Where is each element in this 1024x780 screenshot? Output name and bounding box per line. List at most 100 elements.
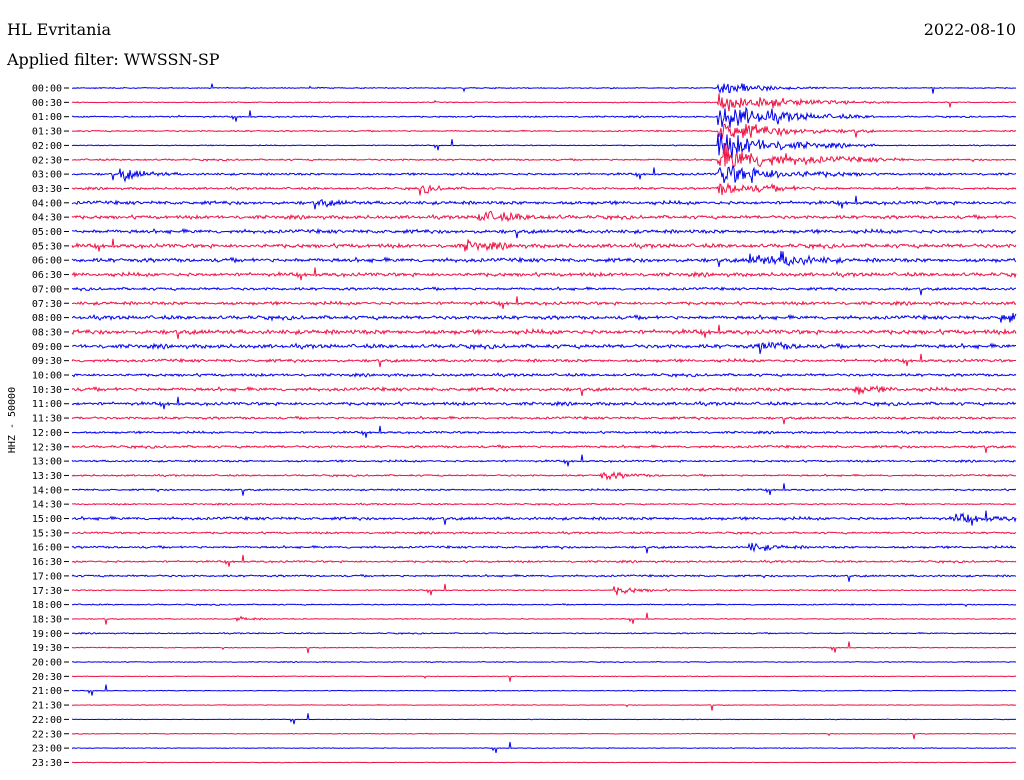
trace-2300 — [71, 741, 1016, 753]
trace-1730 — [71, 583, 1017, 596]
time-label-2030: 20:30 — [32, 672, 62, 683]
time-label-0030: 00:30 — [32, 98, 62, 109]
trace-2130 — [71, 704, 1017, 711]
trace-1000 — [71, 372, 1017, 379]
time-label-0500: 05:00 — [32, 227, 62, 238]
trace-1530 — [71, 530, 1017, 536]
time-label-1230: 12:30 — [32, 442, 62, 453]
time-label-0630: 06:30 — [32, 270, 62, 281]
time-label-1730: 17:30 — [32, 586, 62, 597]
trace-0200 — [71, 133, 1017, 159]
trace-1600 — [71, 542, 1017, 554]
trace-1200 — [71, 425, 1017, 438]
time-label-2230: 22:30 — [32, 729, 62, 740]
time-label-1900: 19:00 — [32, 629, 62, 640]
time-label-2300: 23:00 — [32, 744, 62, 755]
time-label-1700: 17:00 — [32, 571, 62, 582]
trace-1100 — [71, 396, 1017, 410]
trace-0400 — [71, 195, 1017, 210]
trace-1130 — [71, 415, 1017, 425]
time-label-0700: 07:00 — [32, 284, 62, 295]
trace-0000 — [71, 83, 1017, 94]
time-label-0730: 07:30 — [32, 299, 62, 310]
time-label-2100: 21:00 — [32, 686, 62, 697]
time-label-0800: 08:00 — [32, 313, 62, 324]
trace-0030 — [71, 93, 1017, 112]
time-label-1400: 14:00 — [32, 485, 62, 496]
trace-2000 — [71, 660, 1017, 664]
trace-2230 — [71, 732, 1017, 740]
trace-0430 — [71, 210, 1017, 223]
time-label-0230: 02:30 — [32, 155, 62, 166]
time-label-1130: 11:30 — [32, 414, 62, 425]
trace-0230 — [71, 142, 1017, 168]
time-tick-labels: 00:00 00:30 01:00 01:30 02:00 02:30 03:00 03:30… — [32, 84, 69, 769]
trace-0300 — [71, 165, 1017, 184]
time-label-1800: 18:00 — [32, 600, 62, 611]
time-label-0830: 08:30 — [32, 327, 62, 338]
time-label-1830: 18:30 — [32, 614, 62, 625]
trace-0130 — [71, 123, 1017, 140]
time-label-1030: 10:30 — [32, 385, 62, 396]
time-label-1930: 19:30 — [32, 643, 62, 654]
trace-1800 — [71, 603, 1017, 608]
time-label-0130: 01:30 — [32, 127, 62, 138]
trace-1400 — [71, 483, 1017, 496]
trace-1430 — [71, 502, 1017, 506]
time-label-1600: 16:00 — [32, 543, 62, 554]
trace-1230 — [71, 444, 1017, 453]
trace-1300 — [71, 454, 1017, 467]
trace-0630 — [71, 267, 1017, 281]
trace-0100 — [71, 106, 1017, 128]
time-label-2330: 23:30 — [32, 758, 62, 769]
trace-2200 — [71, 713, 1017, 725]
trace-0530 — [71, 238, 1017, 252]
time-label-0900: 09:00 — [32, 342, 62, 353]
time-label-0330: 03:30 — [32, 184, 62, 195]
trace-0330 — [71, 182, 1017, 196]
time-label-0300: 03:00 — [32, 170, 62, 181]
date-label: 2022-08-10 — [923, 20, 1016, 39]
trace-0730 — [71, 296, 1017, 309]
time-label-0430: 04:30 — [32, 213, 62, 224]
trace-0830 — [71, 324, 1017, 339]
trace-0930 — [71, 353, 1017, 368]
trace-0600 — [71, 251, 1017, 268]
trace-1830 — [71, 612, 1017, 625]
time-label-1100: 11:00 — [32, 399, 62, 410]
time-label-0000: 00:00 — [32, 84, 62, 95]
trace-2330 — [71, 761, 1017, 764]
trace-0700 — [71, 286, 1017, 296]
time-label-2130: 21:30 — [32, 701, 62, 712]
time-label-0100: 01:00 — [32, 112, 62, 123]
trace-1700 — [71, 573, 1017, 582]
trace-0800 — [71, 312, 1017, 323]
trace-1500 — [71, 510, 1017, 526]
time-label-1200: 12:00 — [32, 428, 62, 439]
trace-0900 — [71, 341, 1017, 354]
time-label-1500: 15:00 — [32, 514, 62, 525]
trace-1030 — [71, 384, 1017, 396]
time-label-1430: 14:30 — [32, 500, 62, 511]
trace-1900 — [71, 631, 1017, 635]
time-label-1530: 15:30 — [32, 528, 62, 539]
station-title: HL Evritania — [7, 20, 112, 39]
trace-1330 — [71, 471, 1017, 481]
time-label-0930: 09:30 — [32, 356, 62, 367]
trace-0500 — [71, 227, 1017, 239]
time-label-1300: 13:00 — [32, 457, 62, 468]
trace-1630 — [71, 554, 1017, 567]
filter-label: Applied filter: WWSSN-SP — [7, 50, 220, 69]
trace-2030 — [71, 675, 1017, 682]
seismic-traces — [71, 83, 1017, 764]
time-label-0530: 05:30 — [32, 241, 62, 252]
trace-1930 — [71, 641, 1017, 654]
time-label-0600: 06:00 — [32, 256, 62, 267]
time-label-0200: 02:00 — [32, 141, 62, 152]
time-label-1000: 10:00 — [32, 371, 62, 382]
time-label-1330: 13:30 — [32, 471, 62, 482]
time-label-1630: 16:30 — [32, 557, 62, 568]
trace-2100 — [71, 684, 1017, 696]
time-label-2000: 20:00 — [32, 658, 62, 669]
